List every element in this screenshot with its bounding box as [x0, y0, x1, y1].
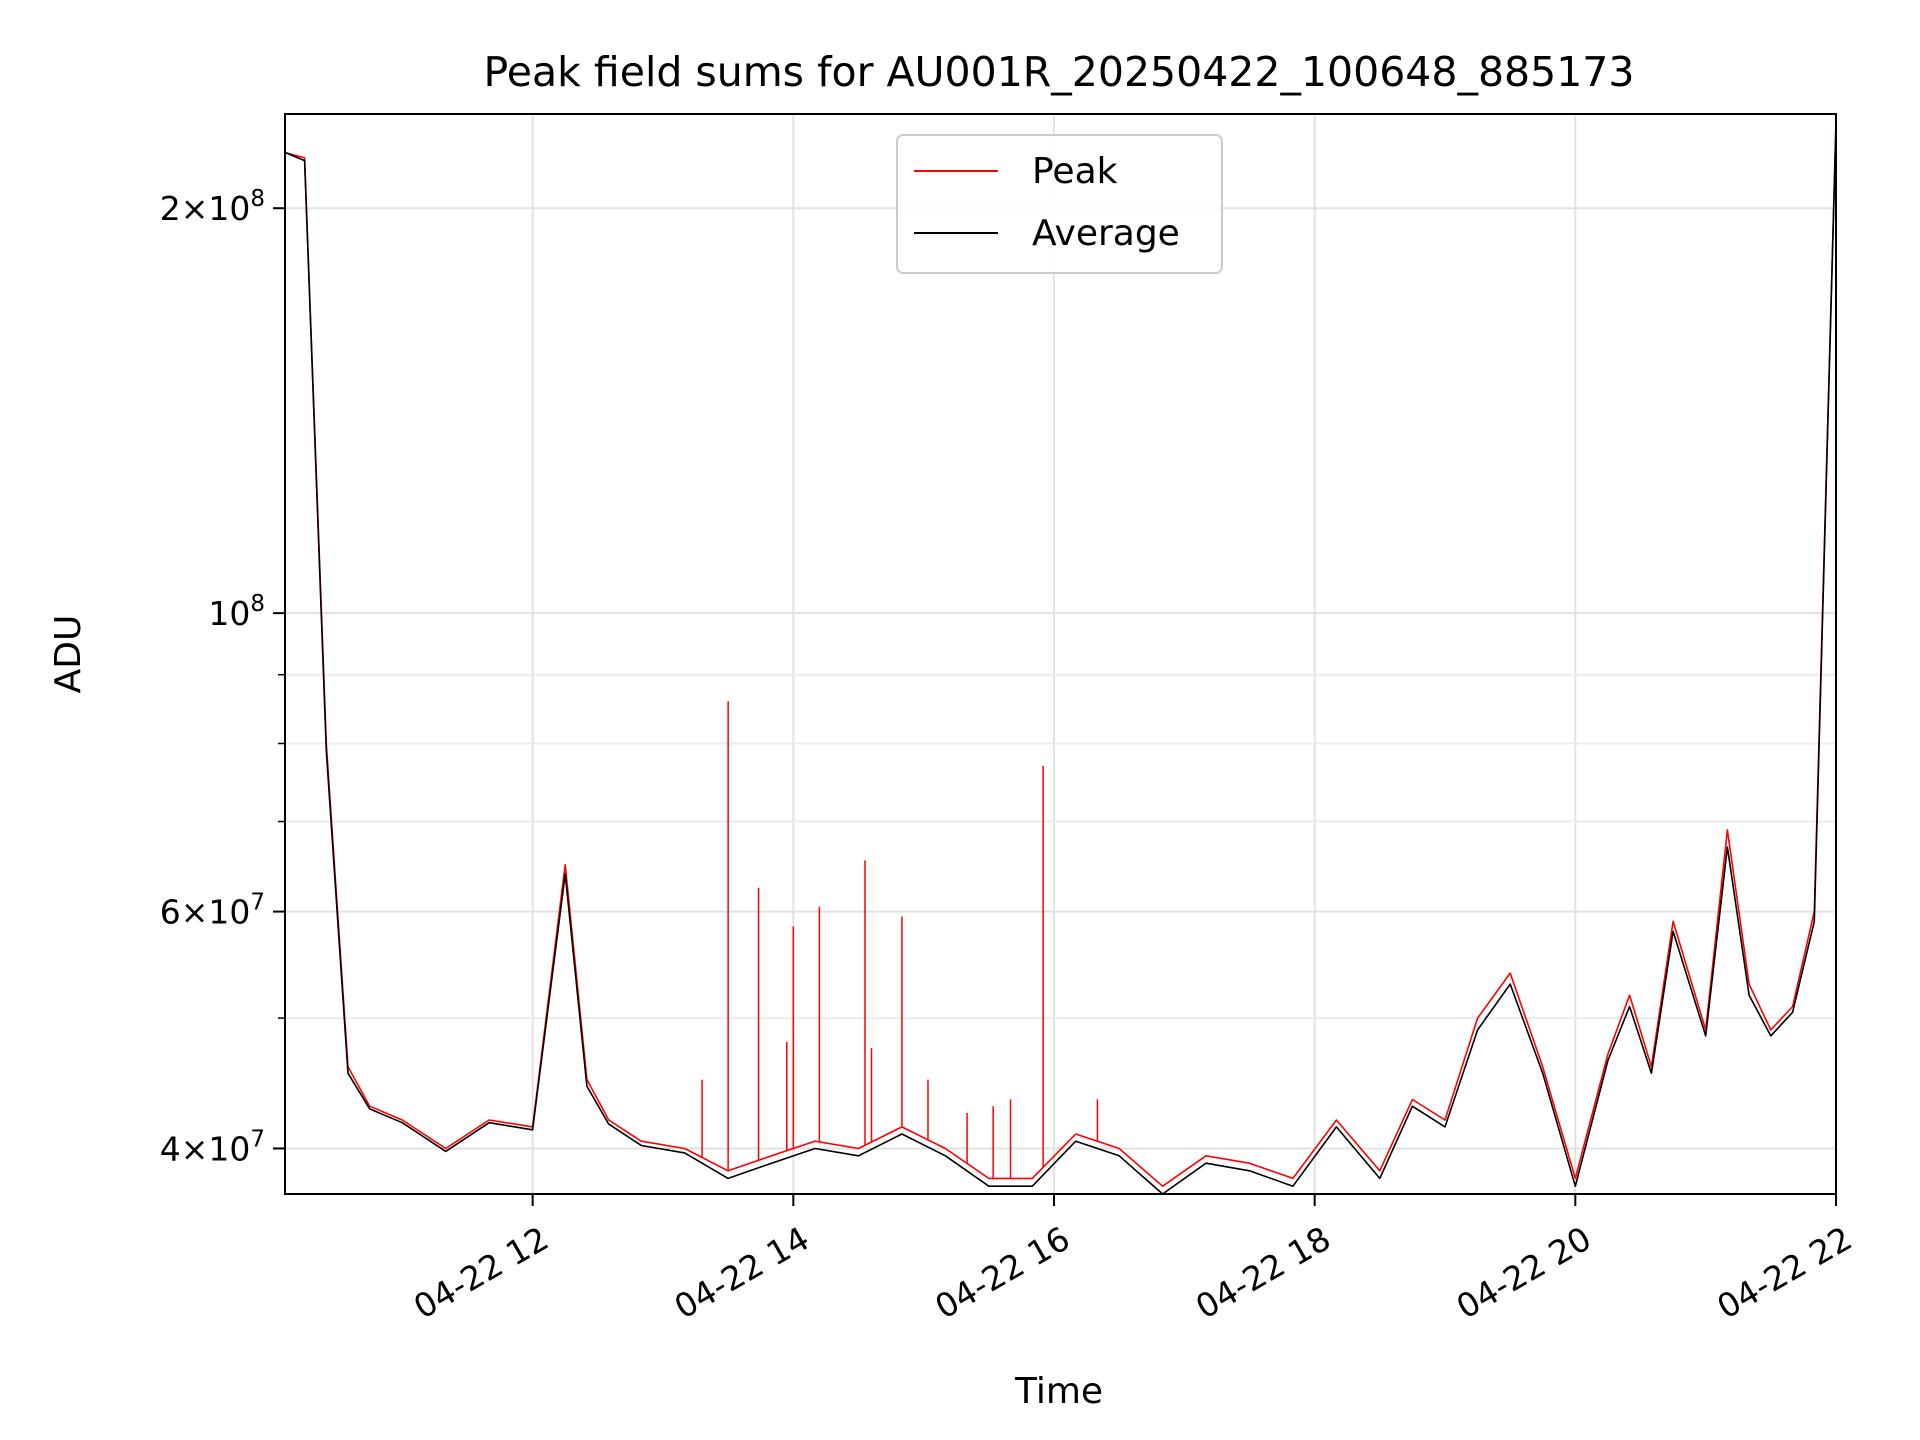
chart-title: Peak field sums for AU001R_20250422_1006…: [484, 48, 1635, 96]
x-axis-label: Time: [1014, 1371, 1103, 1412]
y-axis-label: ADU: [48, 615, 89, 694]
legend-label-peak: Peak: [1032, 151, 1118, 192]
y-ticks: 4×107 6×107 108 2×108: [160, 186, 285, 1168]
legend-label-average: Average: [1032, 213, 1180, 254]
legend: Peak Average: [896, 134, 1223, 274]
y-tick-label: 4×107: [160, 1126, 265, 1168]
series-line-average: [284, 123, 1837, 1195]
y-tick-label: 108: [208, 591, 265, 633]
y-tick-label: 2×108: [160, 186, 265, 228]
plot-frame: [284, 113, 1837, 1195]
y-tick-label: 6×107: [160, 890, 265, 932]
series-layer: [284, 121, 1837, 1195]
legend-box: [896, 134, 1223, 274]
series-line-peak: [284, 121, 1837, 1187]
